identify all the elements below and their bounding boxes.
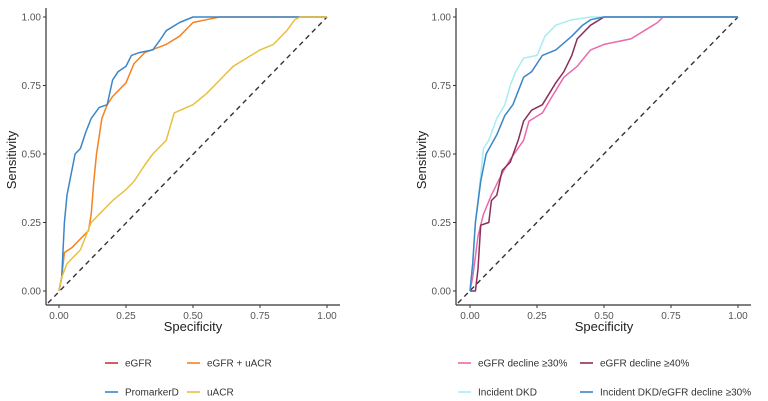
y-tick-label: 0.75 (22, 81, 42, 92)
y-tick-label: 0.50 (22, 150, 42, 161)
x-axis-title: Specificity (575, 319, 634, 334)
legend-label: eGFR + uACR (207, 359, 272, 370)
legend-label: Incident DKD (478, 388, 537, 399)
y-tick-label: 0.50 (432, 150, 452, 161)
y-tick-label: 0.00 (22, 287, 42, 298)
x-tick-label: 0.00 (460, 311, 480, 322)
y-tick-label: 0.25 (22, 218, 42, 229)
x-tick-label: 0.25 (116, 311, 136, 322)
y-tick-label: 1.00 (22, 13, 42, 24)
roc-curve-uacr (58, 16, 327, 292)
y-axis-title: Sensitivity (414, 130, 429, 189)
reference-diagonal (457, 16, 739, 304)
roc-panel-1: 0.00 0.25 0.50 0.75 1.00 0.00 0.25 0.50 0.75 1.00… (4, 8, 340, 399)
reference-diagonal (47, 16, 328, 304)
roc-panel-2: 0.00 0.25 0.50 0.75 1.00 0.00 0.25 0.50 0.75 1.00… (414, 8, 751, 399)
y-tick-label: 0.00 (432, 287, 452, 298)
roc-curve-promarkerd (58, 16, 327, 292)
legend-label: Incident DKD/eGFR decline ≥30% (600, 388, 751, 399)
roc-curve-egfr-decline-40- (470, 16, 738, 292)
roc-curve-incident-dkd-egfr-decline-30- (469, 16, 738, 292)
x-tick-label: 0.00 (49, 311, 69, 322)
roc-curve-egfr-decline-30- (469, 16, 738, 292)
x-axis-title: Specificity (164, 319, 223, 334)
x-tick-label: 0.50 (183, 311, 203, 322)
legend-label: eGFR (125, 359, 152, 370)
y-axis-title: Sensitivity (4, 130, 19, 189)
x-tick-label: 1.00 (728, 311, 748, 322)
legend-label: PromarkerD (125, 388, 179, 399)
y-tick-label: 0.75 (432, 81, 452, 92)
y-tick-label: 0.25 (432, 218, 452, 229)
legend-label: eGFR decline ≥40% (600, 359, 690, 370)
legend-label: uACR (207, 388, 234, 399)
x-tick-label: 0.75 (250, 311, 270, 322)
x-tick-label: 0.75 (661, 311, 681, 322)
x-tick-label: 0.50 (594, 311, 614, 322)
x-tick-label: 1.00 (317, 311, 337, 322)
legend-label: eGFR decline ≥30% (478, 359, 568, 370)
x-tick-label: 0.25 (527, 311, 547, 322)
y-tick-label: 1.00 (432, 13, 452, 24)
